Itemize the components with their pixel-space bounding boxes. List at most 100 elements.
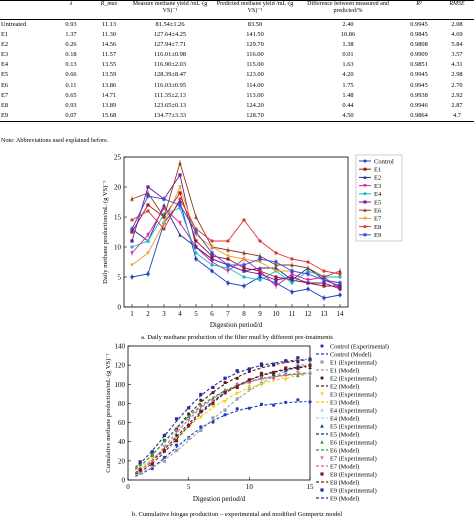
experimental-point bbox=[223, 408, 227, 412]
x-tick-label: 2 bbox=[146, 310, 150, 318]
table-cell: 2.70 bbox=[451, 81, 463, 89]
x-tick-label: 5 bbox=[194, 310, 198, 318]
legend-marker bbox=[320, 376, 324, 380]
experimental-point bbox=[211, 390, 215, 395]
data-point bbox=[274, 278, 278, 282]
table-cell: 124.20 bbox=[246, 101, 264, 109]
experimental-point bbox=[138, 468, 142, 472]
legend-label-experimental: E8 (Experimental) bbox=[330, 471, 377, 478]
data-point bbox=[194, 257, 198, 261]
header-rmse: RMSE bbox=[449, 1, 465, 7]
table-cell: 0.11 bbox=[65, 81, 77, 89]
data-point bbox=[290, 281, 294, 285]
data-point bbox=[258, 266, 262, 270]
data-point bbox=[226, 269, 230, 273]
legend-marker bbox=[320, 472, 324, 476]
data-point bbox=[178, 233, 182, 237]
x-tick-label: 9 bbox=[258, 310, 262, 318]
experimental-point bbox=[150, 464, 154, 468]
legend-label-e2: E2 bbox=[374, 175, 381, 182]
table-cell: 13.89 bbox=[101, 101, 117, 109]
data-point bbox=[146, 233, 150, 237]
experimental-point bbox=[223, 390, 227, 394]
table-cell: 116.03±0.95 bbox=[153, 81, 187, 89]
table-cell: 2.92 bbox=[451, 91, 463, 99]
table-cell: 116.01±0.98 bbox=[153, 51, 187, 59]
legend-marker bbox=[320, 392, 324, 396]
legend-label-model: E7 (Model) bbox=[330, 463, 359, 470]
table-body: Untreated 0.93 11.13 81.54±1.26 83.50 2.40 0.9… bbox=[0, 20, 474, 122]
experimental-point bbox=[235, 407, 239, 411]
table-cell: 127.64±4.25 bbox=[153, 31, 187, 39]
table-cell: 4.69 bbox=[451, 31, 463, 39]
experimental-point bbox=[211, 405, 215, 409]
experimental-point bbox=[162, 459, 166, 463]
data-point bbox=[194, 215, 198, 219]
experimental-point bbox=[259, 376, 264, 381]
table-cell: 10.86 bbox=[340, 31, 356, 39]
data-point bbox=[226, 254, 230, 258]
table-cell: 0.44 bbox=[342, 101, 354, 109]
legend-marker bbox=[363, 233, 367, 237]
legend-label-model: E9 (Model) bbox=[330, 495, 359, 502]
experimental-point bbox=[150, 453, 155, 458]
y-tick-label: 0 bbox=[118, 304, 122, 312]
data-point bbox=[210, 251, 214, 255]
experimental-point bbox=[186, 414, 191, 419]
table-cell: 0.9938 bbox=[410, 91, 428, 99]
data-point bbox=[226, 257, 230, 261]
cumulative-methane-chart: 0 20 40 60 80 100 120 140 0 5 10 15 Digestion period… bbox=[105, 343, 389, 504]
table-cell: 1.63 bbox=[342, 61, 354, 69]
experimental-point bbox=[247, 378, 251, 382]
table-cell: 0.9945 bbox=[410, 81, 428, 89]
table-cell: 11.13 bbox=[101, 21, 117, 28]
experimental-point bbox=[174, 439, 179, 443]
data-point bbox=[194, 233, 198, 237]
experimental-point bbox=[199, 392, 203, 397]
table-cell: 141.50 bbox=[246, 31, 264, 39]
experimental-point bbox=[211, 401, 215, 405]
data-point bbox=[146, 209, 150, 213]
data-point bbox=[306, 287, 310, 291]
data-point bbox=[338, 269, 342, 273]
data-point bbox=[338, 281, 342, 285]
data-point bbox=[130, 239, 134, 243]
x-tick-label: 5 bbox=[187, 483, 191, 491]
experimental-point bbox=[174, 429, 179, 434]
table-row: E2 0.26 14.56 127.94±7.71 129.70 1.38 0.9808 5.… bbox=[0, 40, 474, 50]
experimental-point bbox=[247, 406, 251, 410]
y-tick-label: 120 bbox=[115, 362, 126, 370]
experimental-point bbox=[162, 433, 166, 438]
experimental-point bbox=[259, 402, 264, 406]
legend-label-e6: E6 bbox=[374, 208, 382, 215]
legend-marker bbox=[320, 408, 324, 412]
experimental-point bbox=[296, 398, 300, 402]
experimental-point bbox=[199, 425, 203, 429]
x-tick-label: 10 bbox=[246, 483, 254, 491]
table-cell: E9 bbox=[1, 111, 9, 119]
legend-marker bbox=[363, 200, 367, 204]
data-point bbox=[242, 251, 246, 255]
table-cell: 13.59 bbox=[101, 71, 117, 79]
table-cell: E2 bbox=[1, 41, 9, 49]
y-tick-label: 20 bbox=[114, 184, 122, 192]
table-header-row: λ R_max Measure methane yield /mL·(g VS)… bbox=[0, 0, 474, 20]
legend-label-model: E1 (Model) bbox=[330, 367, 359, 374]
data-point bbox=[290, 257, 294, 261]
table-cell: 11.30 bbox=[101, 31, 117, 39]
table-cell: 114.00 bbox=[246, 81, 264, 89]
legend-marker bbox=[363, 175, 367, 179]
table-cell: 1.38 bbox=[342, 41, 354, 49]
x-tick-label: 4 bbox=[178, 310, 182, 318]
table-cell: 128.70 bbox=[246, 111, 264, 119]
data-point bbox=[226, 281, 230, 285]
x-tick-label: 11 bbox=[289, 310, 296, 318]
experimental-point bbox=[296, 373, 300, 378]
model-curve bbox=[134, 372, 307, 470]
experimental-point bbox=[284, 359, 288, 363]
table-cell: 0.9946 bbox=[410, 101, 428, 109]
x-tick-label: 8 bbox=[242, 310, 246, 318]
x-tick-label: 15 bbox=[307, 483, 315, 491]
experimental-point bbox=[150, 462, 154, 466]
legend-marker bbox=[363, 192, 367, 196]
